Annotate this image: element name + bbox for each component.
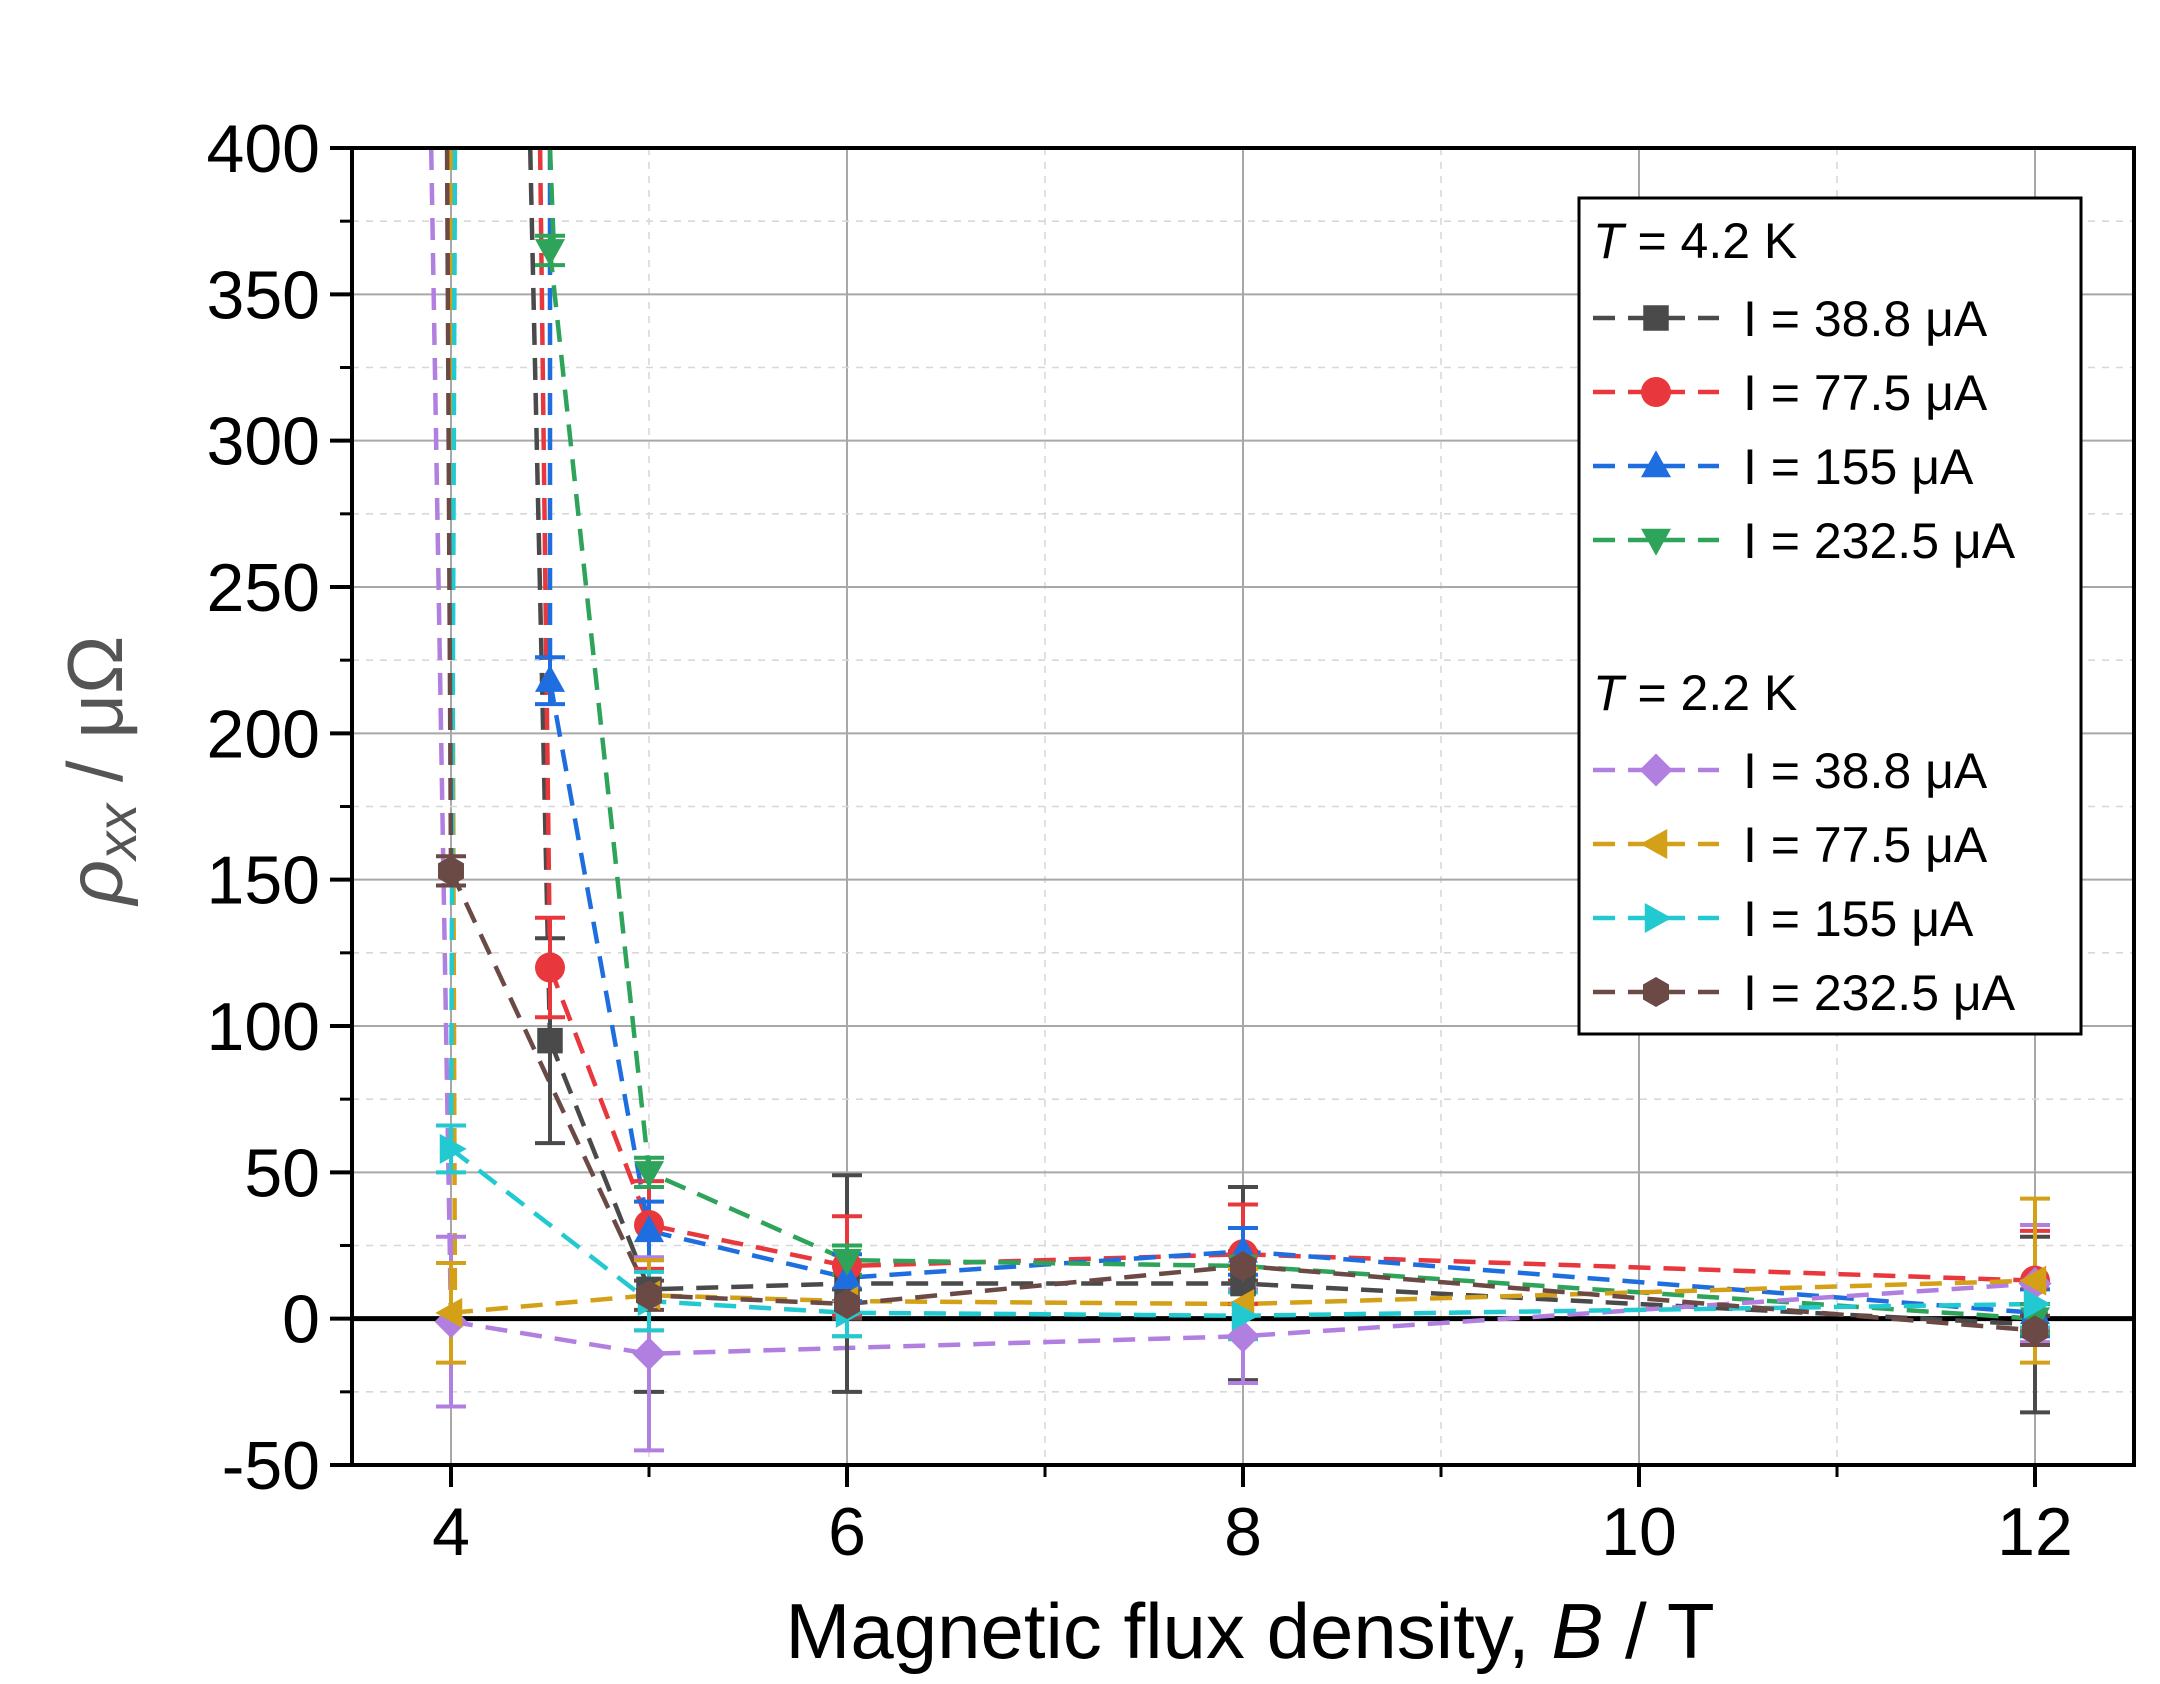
data-point <box>439 1133 467 1164</box>
y-tick-label: 400 <box>207 111 320 187</box>
legend-group-header: T = 4.2 K <box>1593 213 1797 269</box>
data-point <box>1231 1300 1259 1331</box>
x-tick-label: 12 <box>1997 1494 2073 1570</box>
legend-label: I = 38.8 μA <box>1743 291 1988 347</box>
offscale-line <box>428 147 454 1322</box>
legend-marker <box>1644 903 1672 933</box>
y-tick-label: 150 <box>207 843 320 919</box>
axis-ticks <box>330 146 2037 1487</box>
legend-marker <box>1641 377 1671 407</box>
data-point <box>2022 1315 2048 1346</box>
legend-marker <box>1641 528 1671 556</box>
legend-marker <box>1643 977 1669 1007</box>
offscale-line <box>547 147 557 251</box>
x-tick-label: 8 <box>1224 1494 1262 1570</box>
data-point <box>634 1215 664 1243</box>
data-point <box>634 1161 664 1189</box>
legend: T = 4.2 KT = 2.2 KI = 38.8 μAI = 77.5 μA… <box>1577 196 2083 1036</box>
legend-label: I = 232.5 μA <box>1743 965 2016 1021</box>
y-tick-labels: -50 0 50 100 150 200 250 300 350 400 <box>207 111 320 1504</box>
legend-label: I = 38.8 μA <box>1743 743 1988 799</box>
legend-label: I = 155 μA <box>1743 891 1974 947</box>
offscale-line <box>444 147 454 871</box>
data-point <box>832 1248 862 1276</box>
legend-label: I = 77.5 μA <box>1743 817 1988 873</box>
x-tick-label: 4 <box>432 1494 470 1570</box>
offscale-line <box>527 147 553 1041</box>
data-markers <box>434 239 2052 1371</box>
data-point <box>438 855 464 886</box>
legend-temperature-value: = 2.2 K <box>1624 665 1798 721</box>
legend-temperature-value: = 4.2 K <box>1624 213 1798 269</box>
legend-label: I = 155 μA <box>1743 439 1974 495</box>
data-point <box>537 1027 563 1054</box>
data-point <box>2019 1265 2047 1296</box>
legend-group-header: T = 2.2 K <box>1593 665 1797 721</box>
data-point <box>834 1289 860 1320</box>
legend-box <box>1577 196 2083 1036</box>
legend-label: I = 232.5 μA <box>1743 513 2016 569</box>
legend-marker <box>1641 450 1671 478</box>
legend-temperature-var: T <box>1593 665 1627 721</box>
data-point <box>1230 1250 1256 1281</box>
y-tick-label: 200 <box>207 696 320 772</box>
x-axis-label: Magnetic flux density, B / T <box>785 1587 1714 1675</box>
data-point <box>636 1280 662 1311</box>
y-tick-label: 300 <box>207 404 320 480</box>
data-point <box>435 1297 463 1328</box>
legend-marker <box>1640 829 1668 859</box>
data-point <box>535 239 565 267</box>
legend-temperature-var: T <box>1593 213 1627 269</box>
offscale-line <box>537 147 553 968</box>
x-tick-label: 10 <box>1601 1494 1677 1570</box>
legend-label: I = 77.5 μA <box>1743 365 1988 421</box>
data-point <box>535 664 565 692</box>
data-point <box>632 1337 666 1371</box>
y-tick-label: 250 <box>207 550 320 626</box>
y-tick-label: 50 <box>244 1135 320 1211</box>
x-tick-label: 6 <box>828 1494 866 1570</box>
y-tick-label: -50 <box>222 1428 320 1504</box>
legend-marker <box>1639 753 1673 787</box>
legend-marker <box>1643 305 1669 331</box>
data-point <box>535 952 565 983</box>
data-point <box>2023 1289 2051 1320</box>
x-tick-labels: 4 6 8 10 12 <box>432 1494 2073 1570</box>
series-line <box>547 250 2036 1321</box>
y-tick-label: 350 <box>207 257 320 333</box>
series-line <box>547 966 2036 1283</box>
y-tick-label: 0 <box>282 1282 320 1358</box>
offscale-line <box>448 147 458 1149</box>
y-axis-label: ρxx / μΩ <box>51 636 148 907</box>
y-tick-label: 100 <box>207 989 320 1065</box>
offscale-line <box>448 147 458 1313</box>
